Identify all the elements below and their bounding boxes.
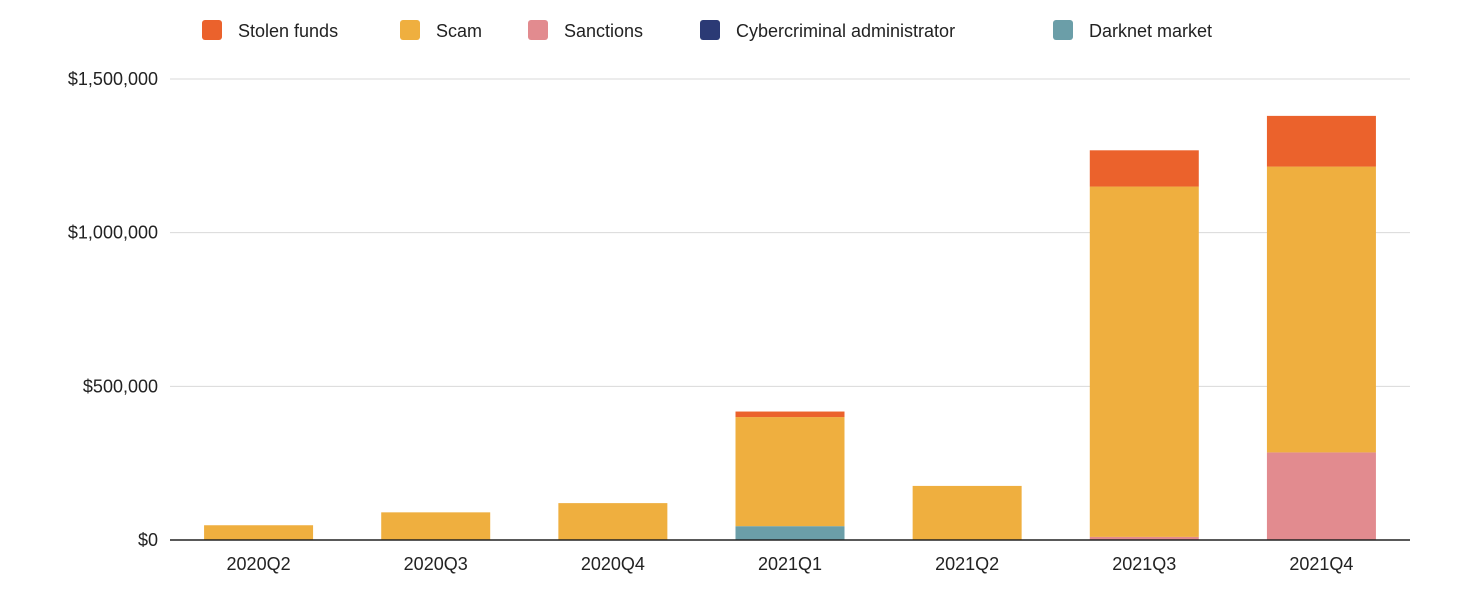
bar-segment-sanctions: [1089, 536, 1199, 540]
bar-stack-2021q4: [1266, 115, 1376, 540]
x-tick-label: 2021Q4: [1289, 554, 1353, 574]
x-tick-label: 2021Q2: [935, 554, 999, 574]
bar-stack-2021q2: [912, 485, 1022, 540]
bar-segment-scam: [558, 503, 668, 540]
bar-segment-scam: [1266, 166, 1376, 453]
legend-item-cybercriminal-administrator: Cybercriminal administrator: [700, 20, 955, 41]
x-tick-label: 2021Q3: [1112, 554, 1176, 574]
bar-stack-2021q1: [735, 411, 845, 540]
bar-segment-sanctions: [1266, 452, 1376, 540]
legend-swatch-scam: [400, 20, 420, 40]
legend-swatch-stolen-funds: [202, 20, 222, 40]
legend-label-stolen-funds: Stolen funds: [238, 21, 338, 41]
legend-item-stolen-funds: Stolen funds: [202, 20, 338, 41]
bar-stack-2021q3: [1089, 150, 1199, 540]
bar-segment-darknet-market: [735, 526, 845, 540]
grid-lines: [170, 78, 1410, 387]
bar-stack-2020q4: [558, 503, 668, 540]
y-tick-label: $1,500,000: [68, 69, 158, 89]
bar-segment-stolen-funds: [1266, 115, 1376, 167]
legend-item-sanctions: Sanctions: [528, 20, 643, 41]
legend-label-darknet-market: Darknet market: [1089, 21, 1212, 41]
legend-swatch-darknet-market: [1053, 20, 1073, 40]
bar-stack-2020q2: [204, 525, 314, 540]
legend-label-scam: Scam: [436, 21, 482, 41]
legend-item-darknet-market: Darknet market: [1053, 20, 1212, 41]
bar-segment-scam: [381, 512, 491, 540]
legend-swatch-cybercriminal-administrator: [700, 20, 720, 40]
x-tick-label: 2020Q3: [404, 554, 468, 574]
bar-segment-stolen-funds: [735, 411, 845, 418]
bar-segment-scam: [735, 417, 845, 527]
chart-legend: Stolen funds Scam Sanctions Cybercriminal a…: [202, 20, 1212, 41]
legend-swatch-sanctions: [528, 20, 548, 40]
x-tick-label: 2021Q1: [758, 554, 822, 574]
bar-segment-scam: [912, 485, 1022, 540]
legend-label-cybercriminal-administrator: Cybercriminal administrator: [736, 21, 955, 41]
y-tick-label: $1,000,000: [68, 223, 158, 243]
bar-segment-scam: [204, 525, 314, 540]
y-tick-label: $500,000: [83, 376, 158, 396]
bar-stack-2020q3: [381, 512, 491, 540]
bars: [204, 115, 1376, 540]
y-tick-label: $0: [138, 530, 158, 550]
bar-segment-scam: [1089, 186, 1199, 537]
bar-segment-stolen-funds: [1089, 150, 1199, 187]
legend-item-scam: Scam: [400, 20, 482, 41]
x-tick-label: 2020Q2: [227, 554, 291, 574]
x-axis-ticks: 2020Q2 2020Q3 2020Q4 2021Q1 2021Q2 2021Q3 2021…: [227, 554, 1354, 574]
legend-label-sanctions: Sanctions: [564, 21, 643, 41]
x-tick-label: 2020Q4: [581, 554, 645, 574]
y-axis-ticks: $0 $500,000 $1,000,000 $1,500,000: [68, 69, 158, 550]
